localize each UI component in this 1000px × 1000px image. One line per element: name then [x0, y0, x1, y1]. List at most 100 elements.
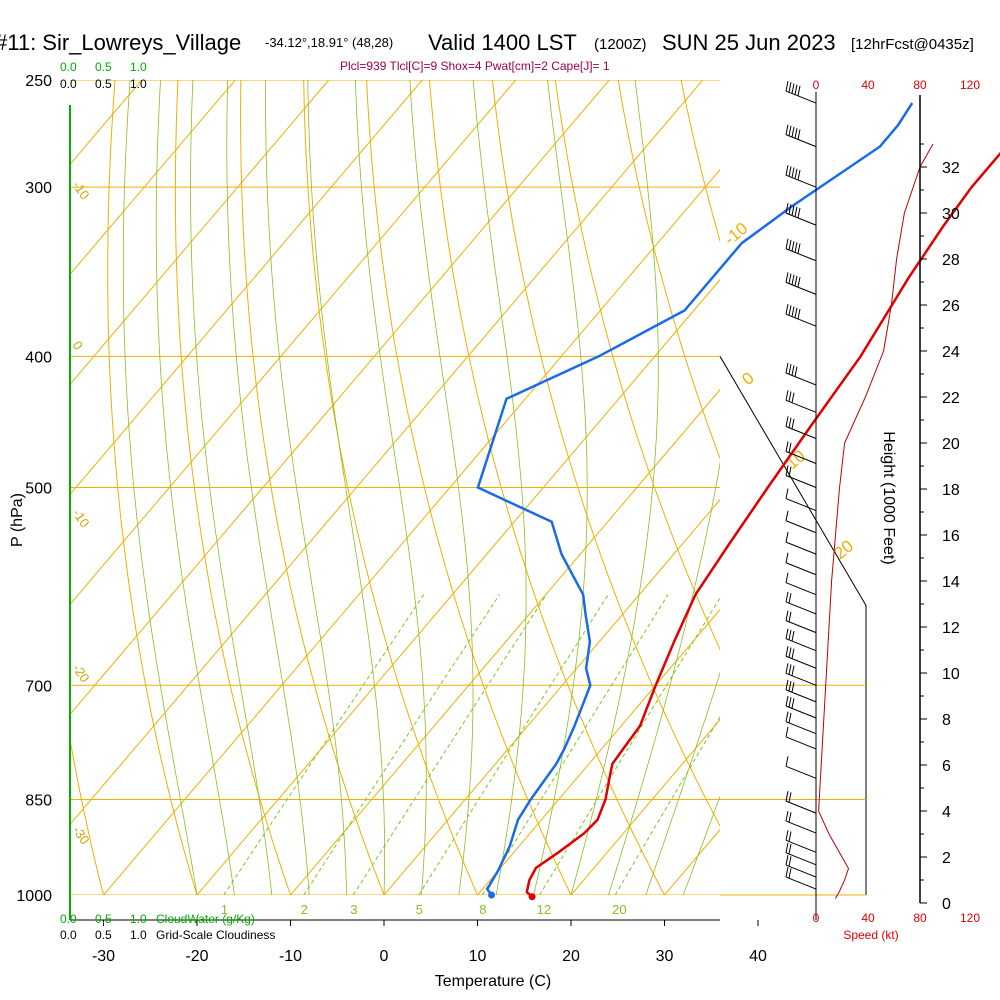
x-tick-label: 30: [656, 948, 674, 965]
mixing-ratio-line: [223, 594, 425, 895]
mixing-ratio-label: 2: [301, 902, 308, 917]
height-tick-label: 22: [942, 390, 960, 407]
mixing-ratio-line: [614, 716, 720, 895]
wind-barb: [785, 572, 817, 596]
isotherm: [383, 498, 720, 895]
cloudwater-tick-0: 0.0: [60, 60, 77, 74]
cloudwater-btick-1: 0.5: [95, 912, 112, 926]
wind-barb: [785, 628, 817, 652]
indices-line: Plcl=939 Tlcl[C]=9 Shox=4 Pwat[cm]=2 Cap…: [340, 59, 610, 73]
cloudwater-btick-0: 0.0: [60, 912, 77, 926]
wind-barb: [785, 238, 817, 262]
dry-adiabat-label: -10: [70, 506, 93, 530]
pressure-tick-label: 300: [25, 180, 52, 197]
pressure-tick-label: 700: [25, 678, 52, 695]
height-tick-label: 4: [942, 804, 951, 821]
y-axis-title: P (hPa): [9, 493, 26, 547]
speed-bottom-tick-0: 0: [813, 911, 820, 925]
dry-adiabat: [554, 80, 720, 651]
wind-barb: [785, 416, 817, 439]
pressure-tick-label: 500: [25, 481, 52, 498]
cloudwater-tick-1: 0.5: [95, 60, 112, 74]
wind-barb: [785, 203, 817, 226]
mixing-ratio-label: 20: [612, 902, 626, 917]
mixing-ratio-line: [303, 594, 500, 895]
wind-barb: [785, 756, 817, 779]
cloudwater-label: CloudWater (g/Kg): [156, 912, 255, 926]
moist-adiabat: [155, 80, 235, 895]
mixing-ratio-label: 1: [221, 902, 228, 917]
wind-barb: [785, 646, 817, 669]
cloudiness-btick-2: 1.0: [130, 928, 147, 942]
wind-barb: [785, 591, 817, 615]
x-tick-label: 40: [749, 948, 767, 965]
wind-barb: [785, 552, 817, 576]
wind-barb: [785, 610, 817, 634]
dry-adiabat-label: -20: [70, 661, 93, 685]
dewpoint-line: [476, 102, 914, 896]
moist-adiabat: [570, 80, 659, 895]
cloudiness-btick-0: 0.0: [60, 928, 77, 942]
dry-adiabat: [491, 80, 720, 828]
plot-area: [0, 80, 1000, 895]
x-tick-label: -30: [92, 948, 115, 965]
isotherm: [852, 80, 1000, 895]
mixing-ratio-line: [418, 594, 609, 895]
speed-height-curve: [818, 143, 934, 899]
isotherm: [758, 80, 1000, 895]
wind-barb: [785, 791, 817, 814]
dry-adiabat-label: 0: [70, 338, 86, 353]
isotherm: [196, 278, 720, 895]
pressure-tick-label: 850: [25, 792, 52, 809]
wind-barb: [785, 532, 817, 555]
cloudwater-btick-2: 1.0: [130, 912, 147, 926]
wind-barb: [785, 124, 817, 148]
cloudwater-tick-2: 1.0: [130, 60, 147, 74]
isotherm: [477, 608, 720, 895]
valid-time: Valid 1400 LST: [428, 30, 577, 55]
speed-bottom-tick-2: 80: [913, 911, 927, 925]
speed-top-tick-0: 0: [813, 78, 820, 92]
speed-bottom-tick-3: 120: [960, 911, 980, 925]
temperature-line: [525, 151, 1000, 898]
wind-barb: [785, 362, 817, 386]
height-tick-label: 14: [942, 574, 960, 591]
isotherm: [70, 80, 704, 826]
isotherm: [70, 80, 610, 716]
speed-label: Speed (kt): [843, 928, 898, 942]
height-tick-label: 18: [942, 482, 960, 499]
wind-barb: [785, 465, 817, 488]
height-tick-label: 8: [942, 712, 951, 729]
moist-adiabat: [265, 80, 347, 895]
height-tick-label: 24: [942, 344, 960, 361]
speed-top-tick-2: 80: [913, 78, 927, 92]
isotherm: [70, 80, 330, 386]
pressure-tick-label: 400: [25, 349, 52, 366]
diagram-boundary: [719, 356, 867, 895]
wind-barb: [785, 304, 817, 327]
isotherm: [70, 80, 423, 496]
isotherm: [290, 388, 720, 895]
height-tick-label: 30: [942, 206, 960, 223]
mixing-ratio-label: 3: [350, 902, 357, 917]
wind-barb: [785, 510, 817, 534]
axes: 0246810121416182022242628303225030040050…: [16, 73, 959, 965]
dry-adiabat-label: -10: [70, 178, 93, 202]
speed-bottom-tick-1: 40: [861, 911, 875, 925]
mixing-ratio-label: 12: [537, 902, 551, 917]
height-tick-label: 26: [942, 298, 960, 315]
wind-barb: [785, 695, 817, 719]
wind-barb: [785, 663, 817, 686]
dry-adiabat: [0, 80, 10, 895]
wind-barb: [785, 711, 817, 735]
height-tick-label: 32: [942, 160, 960, 177]
isotherm-label: 0: [738, 368, 757, 389]
moist-adiabat: [645, 671, 720, 895]
height-tick-label: 0: [942, 896, 951, 913]
isotherm-label: -10: [720, 219, 751, 249]
cloudiness-label: Grid-Scale Cloudiness: [156, 928, 275, 942]
dry-adiabat: [366, 80, 572, 895]
dry-adiabat: [617, 80, 720, 460]
wind-barb: [785, 80, 817, 104]
wind-barb: [785, 842, 817, 866]
